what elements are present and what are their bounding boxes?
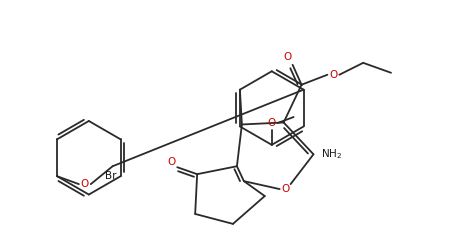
Text: O: O xyxy=(284,52,292,62)
Text: O: O xyxy=(281,184,290,194)
Text: O: O xyxy=(329,70,337,80)
Text: O: O xyxy=(81,179,89,189)
Text: O: O xyxy=(167,157,176,167)
Text: NH$_2$: NH$_2$ xyxy=(322,147,342,161)
Text: O: O xyxy=(267,118,276,128)
Text: Br: Br xyxy=(105,171,117,181)
